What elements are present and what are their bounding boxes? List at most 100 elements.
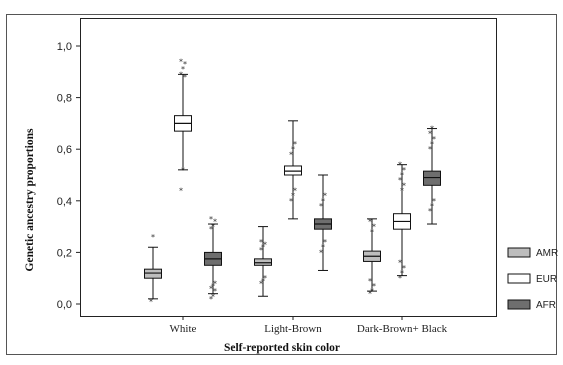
- box-amr: **: [144, 233, 162, 306]
- outlier-point: *: [428, 207, 432, 216]
- y-tick-label: 1,0: [57, 41, 72, 53]
- outlier-point: *: [213, 287, 217, 296]
- outlier-point: *: [368, 217, 372, 226]
- outlier-point: *: [261, 277, 265, 286]
- outlier-point: *: [259, 246, 263, 255]
- plot-area: [80, 18, 497, 317]
- outlier-point: *: [368, 277, 372, 286]
- y-tick-label: 0,4: [57, 196, 72, 208]
- box-eur: ******: [284, 120, 302, 220]
- outlier-point: *: [428, 145, 432, 154]
- legend-label-afr: AFR: [536, 300, 556, 311]
- y-tick-label: 0,2: [57, 247, 72, 259]
- x-tick-label: White: [170, 323, 197, 335]
- outlier-point: *: [211, 292, 215, 301]
- x-tick-label: Light-Brown: [264, 323, 322, 335]
- outlier-point: *: [368, 290, 372, 299]
- outer-border: [6, 14, 557, 355]
- box-body: [284, 165, 302, 176]
- legend-swatch-amr: [507, 247, 531, 258]
- outlier-point: *: [179, 186, 183, 195]
- outlier-point: *: [400, 269, 404, 278]
- outlier-point: *: [430, 140, 434, 149]
- outlier-point: *: [372, 282, 376, 291]
- outlier-point: *: [400, 171, 404, 180]
- y-tick-label: 0,8: [57, 93, 72, 105]
- box-amr: *******: [363, 217, 381, 299]
- outlier-point: *: [261, 243, 265, 252]
- x-axis-categories: White Light-Brown Dark-Brown+ Black: [170, 316, 448, 335]
- y-tick-label: 0,6: [57, 144, 72, 156]
- outlier-point: *: [259, 279, 263, 288]
- y-axis-title: Genetic ancestry proportions: [24, 128, 36, 271]
- outlier-point: *: [402, 264, 406, 273]
- outlier-point: *: [183, 60, 187, 69]
- outlier-point: *: [432, 197, 436, 206]
- outlier-point: *: [151, 233, 155, 242]
- outlier-point: *: [209, 225, 213, 234]
- outlier-point: *: [372, 223, 376, 232]
- outlier-point: *: [213, 217, 217, 226]
- outlier-point: *: [321, 197, 325, 206]
- outlier-point: *: [209, 215, 213, 224]
- box-afr: **********: [204, 215, 222, 304]
- box-eur: *******: [174, 57, 192, 195]
- outlier-point: *: [293, 140, 297, 149]
- outlier-point: *: [428, 130, 432, 139]
- outlier-point: *: [289, 197, 293, 206]
- outlier-point: *: [319, 248, 323, 257]
- x-tick-label: Dark-Brown+ Black: [357, 323, 448, 335]
- legend-label-eur: EUR: [536, 274, 557, 285]
- box-amr: *******: [254, 226, 272, 297]
- outlier-point: *: [370, 228, 374, 237]
- outlier-point: *: [319, 202, 323, 211]
- outlier-point: *: [181, 166, 185, 175]
- outlier-point: *: [181, 65, 185, 74]
- outlier-point: *: [213, 279, 217, 288]
- outlier-point: *: [402, 181, 406, 190]
- legend-label-amr: AMR: [536, 248, 558, 259]
- outlier-point: *: [179, 70, 183, 79]
- outlier-point: *: [291, 192, 295, 201]
- outlier-point: *: [149, 297, 153, 306]
- outlier-point: *: [211, 223, 215, 232]
- outlier-point: *: [209, 295, 213, 304]
- outlier-point: *: [432, 135, 436, 144]
- outlier-point: *: [183, 73, 187, 82]
- legend-swatch-afr: [507, 299, 531, 310]
- outlier-point: *: [259, 238, 263, 247]
- outlier-point: *: [263, 241, 267, 250]
- box-body: [144, 268, 162, 279]
- outlier-point: *: [430, 125, 434, 134]
- legend: AMR EUR AFR: [507, 247, 558, 311]
- outlier-point: *: [321, 243, 325, 252]
- box-body: [254, 258, 272, 266]
- box-body: [423, 170, 441, 186]
- outlier-point: *: [263, 274, 267, 283]
- box-eur: **********: [393, 161, 411, 283]
- x-axis-title: Self-reported skin color: [224, 342, 340, 354]
- outlier-point: *: [402, 166, 406, 175]
- outlier-point: *: [289, 150, 293, 159]
- y-tick-label: 0,0: [57, 299, 72, 311]
- outlier-point: *: [370, 287, 374, 296]
- outlier-point: *: [430, 202, 434, 211]
- outlier-point: *: [323, 192, 327, 201]
- outlier-point: *: [398, 259, 402, 268]
- outlier-point: *: [211, 282, 215, 291]
- outlier-point: *: [398, 161, 402, 170]
- outlier-point: *: [291, 145, 295, 154]
- outlier-point: *: [209, 285, 213, 294]
- boxes-group: ****************************************…: [144, 57, 441, 306]
- outlier-point: *: [398, 176, 402, 185]
- y-axis-ticks: 0,0 0,2 0,4 0,6 0,8 1,0: [57, 41, 81, 311]
- box-afr: ******: [314, 174, 332, 271]
- outlier-point: *: [179, 57, 183, 66]
- legend-swatch-eur: [507, 273, 531, 284]
- box-afr: ********: [423, 125, 441, 225]
- outlier-point: *: [398, 274, 402, 283]
- outlier-point: *: [293, 186, 297, 195]
- outlier-point: *: [400, 186, 404, 195]
